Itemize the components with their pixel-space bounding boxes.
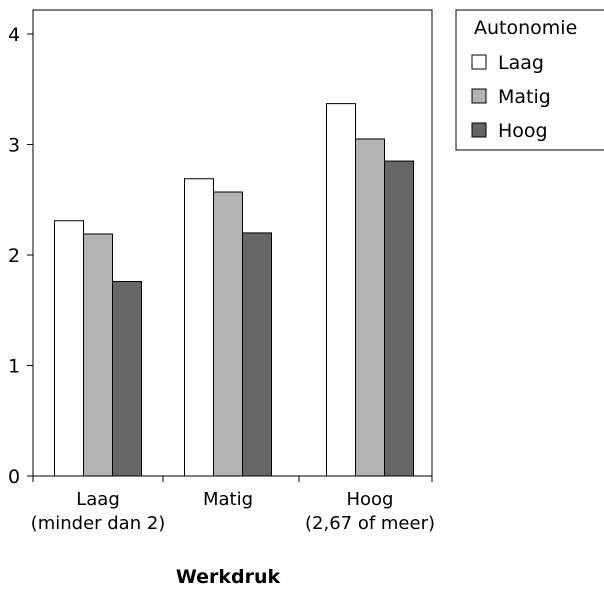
y-tick-label-3: 3 [8,135,20,157]
y-tick-label-2: 2 [8,245,20,267]
x-axis: Laag (minder dan 2) Matig Hoog (2,67 of meer… [31,476,435,534]
bar-2-1 [184,178,214,477]
plot-frame [32,9,433,477]
x-axis-title: Werkdruk [176,566,281,588]
y-tick-label-1: 1 [8,356,20,378]
legend-label-1: Laag [498,52,544,74]
bar-3-2 [355,138,385,477]
x-tick-label-2-1: Matig [203,489,253,510]
legend-label-2: Matig [498,86,551,108]
bars-group [54,103,414,477]
x-tick-label-1-2: (minder dan 2) [31,513,166,534]
bar-1-2 [83,233,113,477]
bar-3-1 [326,103,356,477]
bar-2-2 [213,191,243,477]
y-axis: 0 1 2 3 4 [8,24,33,488]
x-tick-label-1-1: Laag [76,489,120,510]
x-tick-label-3-2: (2,67 of meer) [305,513,435,534]
bar-2-3 [242,232,272,477]
bar-3-3 [384,160,414,477]
legend-label-3: Hoog [498,120,548,142]
legend-swatch-2 [471,88,487,104]
bar-1-1 [54,220,84,477]
x-tick-label-3-1: Hoog [347,489,394,510]
legend: Autonomie Laag Matig Hoog [455,9,604,151]
y-tick-label-0: 0 [8,466,20,488]
y-tick-label-4: 4 [8,24,20,46]
legend-swatch-3 [471,122,487,138]
bar-1-3 [112,281,142,477]
legend-swatch-1 [471,54,487,70]
legend-title: Autonomie [474,17,577,39]
